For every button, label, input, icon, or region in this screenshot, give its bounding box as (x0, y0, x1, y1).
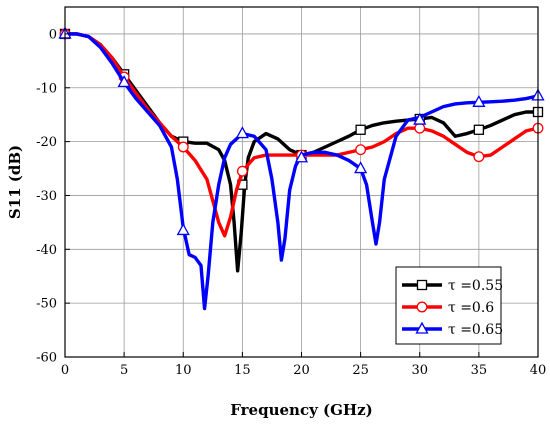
x-tick-label: 25 (352, 363, 369, 378)
y-axis-title: S11 (dB) (6, 145, 24, 219)
legend-marker (416, 279, 428, 291)
y-tick-label: -10 (36, 81, 57, 96)
y-tick-label: -20 (36, 135, 57, 150)
series-marker (117, 75, 131, 88)
series-marker (472, 94, 486, 107)
x-tick-label: 30 (411, 363, 428, 378)
series-line (63, 32, 540, 238)
y-tick-label: -60 (36, 351, 57, 366)
x-tick-label: 40 (530, 363, 547, 378)
legend: τ =0.55 τ =0.6 τ =0.65 (395, 266, 503, 345)
x-axis-title: Frequency (GHz) (230, 401, 372, 419)
legend-item: τ =0.65 (402, 321, 503, 338)
legend-item: τ =0.6 (402, 300, 494, 316)
x-tick-label: 0 (61, 363, 69, 378)
y-tick-label: -50 (36, 297, 57, 312)
series-circle (59, 28, 544, 238)
ticks: 0 5 10 15 20 25 30 35 40 0 -10 -20 -30 -40 -50 -60 (36, 27, 546, 378)
series-marker (177, 141, 189, 153)
x-tick-label: 35 (471, 363, 488, 378)
x-tick-label: 5 (120, 363, 128, 378)
series-marker (176, 223, 190, 236)
series-marker (473, 151, 485, 163)
x-tick-label: 15 (234, 363, 251, 378)
legend-label: τ =0.6 (448, 300, 494, 316)
series-line (63, 32, 540, 311)
series-marker (413, 112, 427, 125)
x-tick-label: 20 (293, 363, 310, 378)
series-marker (473, 124, 485, 135)
legend-label: τ =0.55 (448, 278, 503, 294)
y-tick-label: 0 (49, 27, 57, 42)
legend-marker (416, 301, 428, 313)
series-triangle (58, 26, 545, 311)
legend-label: τ =0.65 (448, 322, 503, 338)
y-tick-label: -40 (36, 243, 57, 258)
x-tick-label: 10 (175, 363, 192, 378)
series-marker (355, 124, 366, 135)
y-tick-label: -30 (36, 189, 57, 204)
series-marker (414, 122, 426, 134)
series-marker (294, 150, 309, 163)
series-marker (236, 165, 248, 177)
series-marker (235, 126, 249, 139)
series-marker (354, 161, 368, 174)
legend-item: τ =0.55 (402, 278, 503, 294)
series-layer (58, 26, 545, 311)
legend-marker (415, 321, 429, 334)
series-marker (355, 144, 367, 156)
